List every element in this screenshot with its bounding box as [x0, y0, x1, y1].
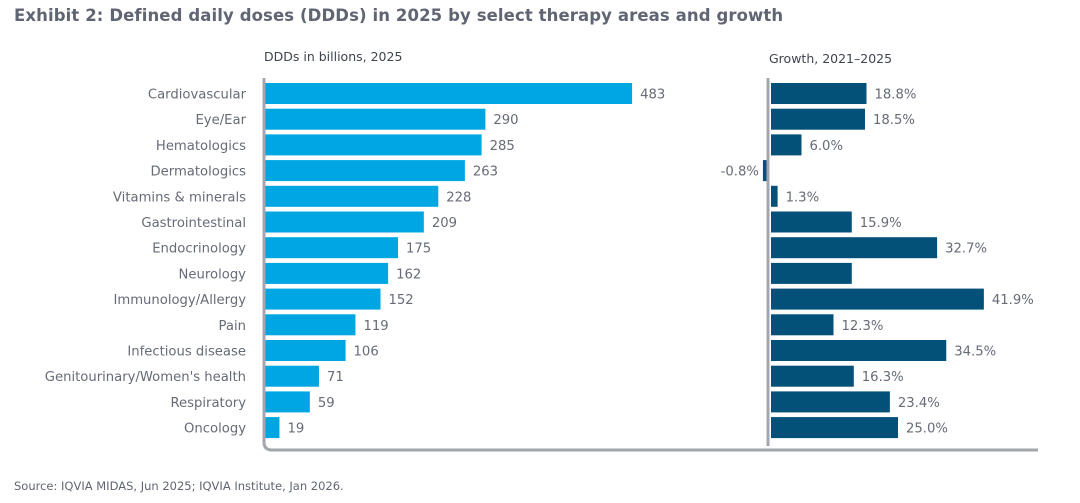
ddd-bar	[265, 365, 319, 387]
growth-bar	[771, 134, 802, 156]
ddd-value-label: 209	[432, 216, 457, 231]
growth-value-label: 1.3%	[786, 190, 820, 205]
growth-value-label: 23.4%	[898, 396, 940, 411]
category-label: Genitourinary/Women's health	[45, 370, 246, 385]
ddd-value-label: 71	[327, 370, 344, 385]
growth-value-label: 12.3%	[841, 319, 883, 334]
ddd-value-label: 59	[318, 396, 335, 411]
growth-value-label: 41.9%	[992, 293, 1034, 308]
category-label: Gastrointestinal	[141, 216, 246, 231]
ddd-axis-line	[262, 78, 1038, 452]
category-label: Pain	[219, 319, 246, 334]
growth-bar	[771, 314, 834, 336]
ddd-bar	[265, 211, 424, 233]
growth-bar	[771, 288, 984, 310]
growth-value-label: 15.9%	[860, 216, 902, 231]
category-label: Oncology	[184, 422, 246, 437]
ddd-value-label: 228	[446, 190, 471, 205]
growth-value-label: 25.0%	[906, 422, 948, 437]
category-label: Eye/Ear	[195, 113, 246, 128]
growth-value-label: 18.5%	[873, 113, 915, 128]
ddd-value-label: 175	[406, 242, 431, 257]
ddd-value-label: 162	[396, 267, 421, 282]
ddd-value-label: 483	[640, 88, 665, 103]
category-label: Dermatologics	[150, 165, 246, 180]
ddd-bar	[265, 83, 633, 104]
category-label: Respiratory	[170, 396, 246, 411]
source-note: Source: IQVIA MIDAS, Jun 2025; IQVIA Ins…	[14, 479, 344, 493]
ddd-bar	[265, 108, 486, 130]
growth-bar	[771, 417, 898, 439]
ddd-bar	[265, 340, 346, 361]
ddd-bar	[265, 160, 465, 182]
ddd-value-label: 285	[490, 139, 515, 154]
growth-bar	[771, 185, 778, 207]
category-label: Hematologics	[156, 139, 246, 154]
growth-bar	[771, 108, 865, 130]
ddd-bars-group: Cardiovascular 483 Eye/Ear 290 Hematologics 2…	[45, 83, 665, 439]
ddd-bar	[265, 417, 280, 439]
ddd-bar	[265, 185, 439, 207]
ddd-bar	[265, 391, 310, 413]
ddd-value-label: 290	[493, 113, 518, 128]
ddd-bar	[265, 262, 389, 284]
category-label: Neurology	[179, 267, 247, 282]
ddd-bar	[265, 314, 356, 336]
growth-value-label: 16.3%	[862, 370, 904, 385]
ddd-bar	[265, 237, 398, 259]
ddd-bar	[265, 288, 381, 310]
growth-bar	[771, 262, 852, 284]
growth-bar	[771, 391, 890, 413]
category-label: Immunology/Allergy	[113, 293, 246, 308]
growth-bar	[771, 211, 852, 233]
growth-bar	[771, 83, 867, 104]
ddd-value-label: 19	[287, 422, 304, 437]
ddd-value-label: 106	[354, 345, 379, 360]
ddd-panel-heading: DDDs in billions, 2025	[264, 49, 403, 64]
category-label: Infectious disease	[127, 345, 246, 360]
growth-bar	[762, 160, 767, 182]
growth-value-label: 32.7%	[945, 242, 987, 257]
growth-value-label: 6.0%	[809, 139, 843, 154]
ddd-bar	[265, 134, 482, 156]
category-label: Endocrinology	[152, 242, 246, 257]
growth-value-label: 34.5%	[954, 345, 996, 360]
growth-value-label: -0.8%	[721, 165, 759, 180]
growth-panel-heading: Growth, 2021–2025	[769, 51, 893, 66]
growth-bar	[771, 237, 938, 259]
ddd-value-label: 119	[363, 319, 388, 334]
category-label: Cardiovascular	[148, 88, 247, 103]
growth-bars-group: 18.8% 18.5% 6.0% -0.8% 1.3% 15.9% 32.7% 41.9% 12…	[721, 83, 1034, 439]
growth-bar	[771, 365, 854, 387]
ddd-value-label: 152	[389, 293, 414, 308]
growth-value-label: 18.8%	[875, 88, 917, 103]
chart-title: Exhibit 2: Defined daily doses (DDDs) in…	[14, 6, 784, 25]
growth-bar	[771, 340, 947, 361]
ddd-value-label: 263	[473, 165, 498, 180]
category-label: Vitamins & minerals	[113, 190, 246, 205]
